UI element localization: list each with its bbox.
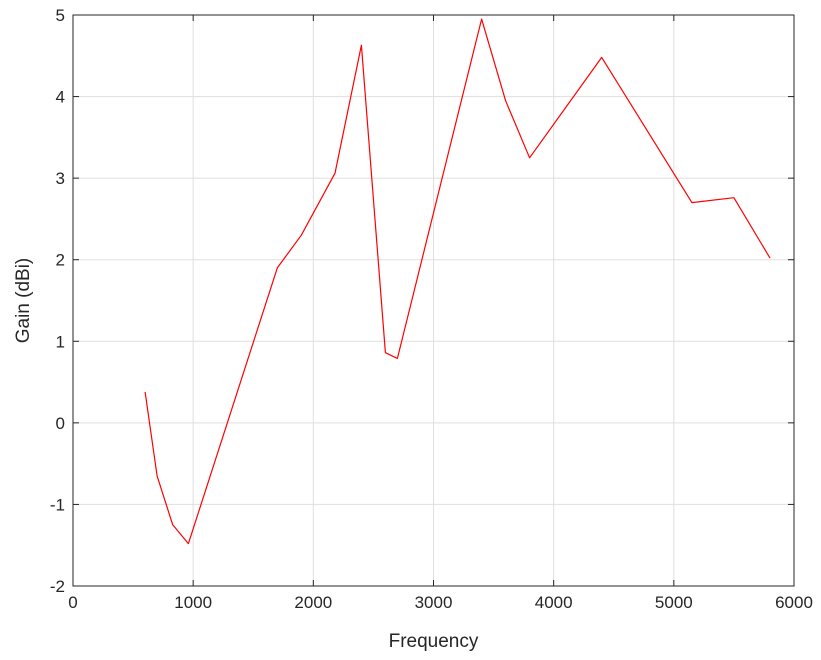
- y-tick-label: 3: [56, 169, 65, 188]
- y-axis-label: Gain (dBi): [13, 258, 34, 344]
- x-tick-label: 3000: [415, 593, 453, 612]
- y-tick-label: 1: [56, 332, 65, 351]
- series-line-0: [144, 18, 771, 545]
- y-tick-label: 0: [56, 414, 65, 433]
- series-layer: [144, 18, 771, 545]
- y-tick-label: -1: [50, 495, 65, 514]
- x-tick-label: 6000: [775, 593, 813, 612]
- y-tick-label: -2: [50, 577, 65, 596]
- x-axis-label: Frequency: [389, 631, 479, 652]
- x-tick-label: 2000: [294, 593, 332, 612]
- y-tick-label: 4: [56, 88, 65, 107]
- grid: [72, 14, 795, 587]
- y-tick-label: 5: [56, 6, 65, 25]
- ticks: 0 1000 2000 3000 4000 5000 6000 -2 -1 0 1 2 3 4 5: [50, 6, 813, 612]
- y-tick-label: 2: [56, 251, 65, 270]
- x-tick-label: 5000: [655, 593, 693, 612]
- x-tick-label: 4000: [535, 593, 573, 612]
- x-tick-label: 0: [68, 593, 77, 612]
- x-tick-label: 1000: [174, 593, 212, 612]
